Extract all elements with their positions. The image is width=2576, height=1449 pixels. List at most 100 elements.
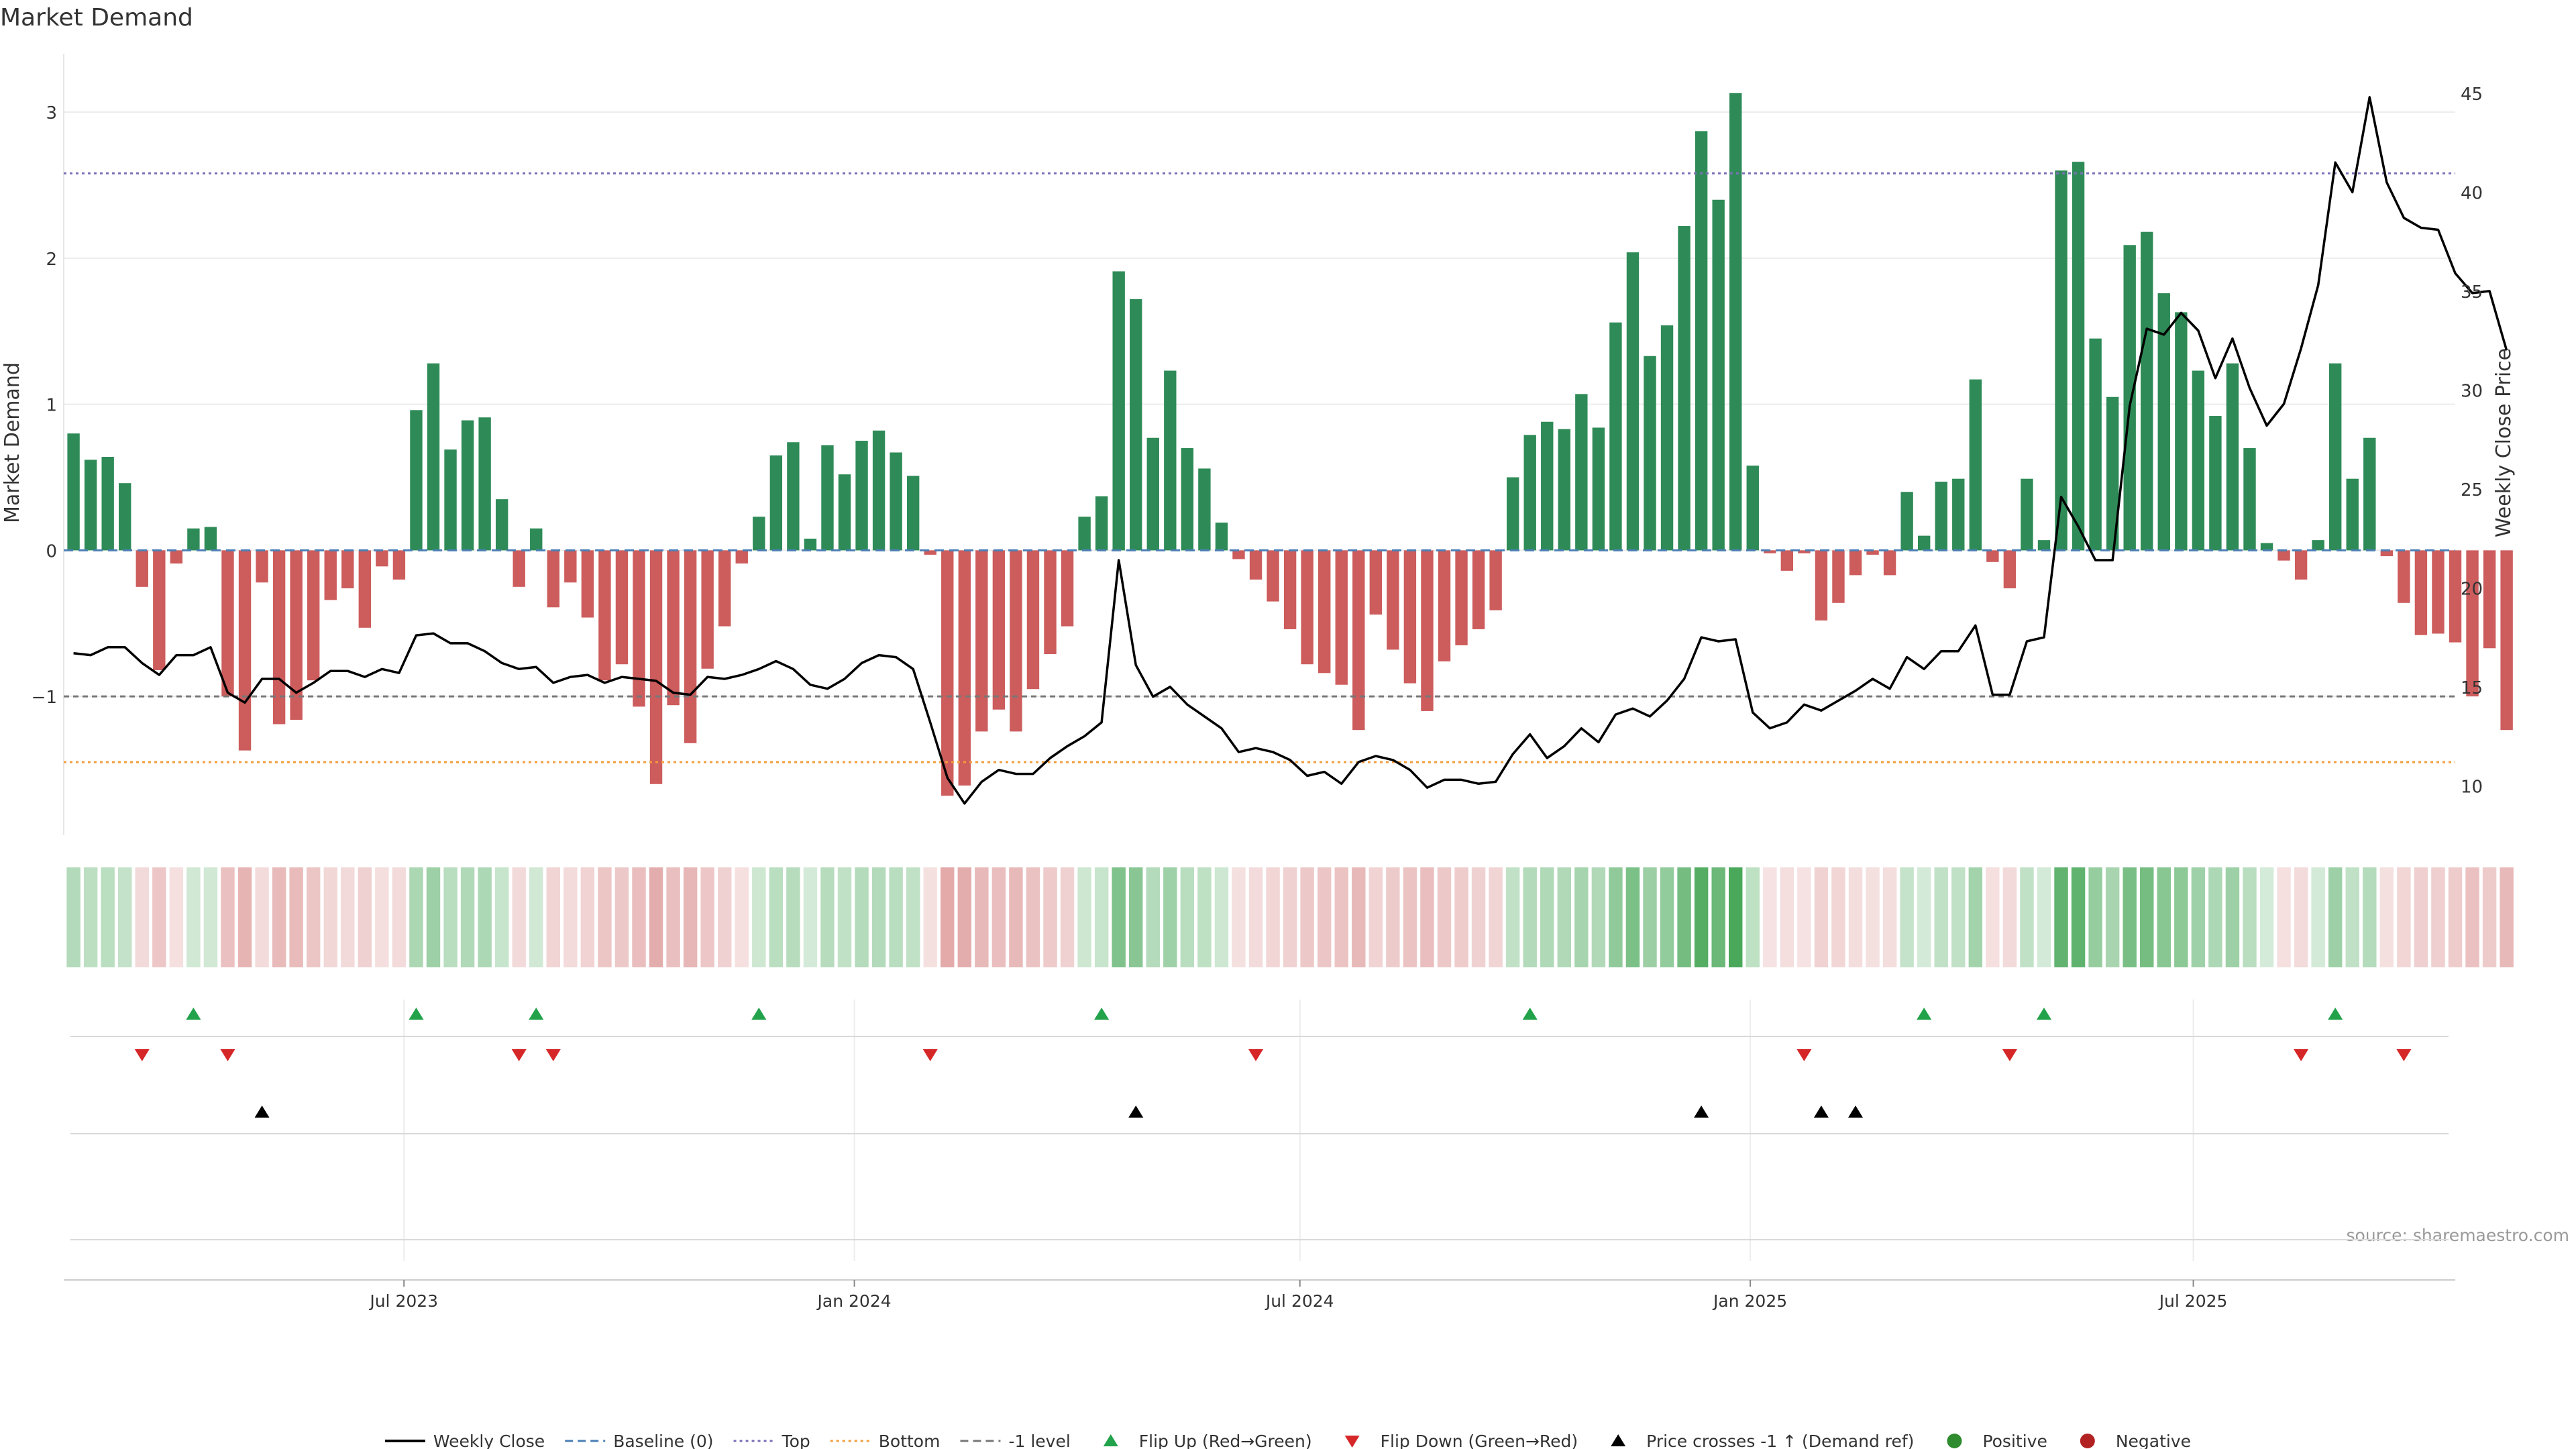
strip-cell bbox=[786, 867, 800, 967]
demand-bar bbox=[598, 550, 611, 681]
strip-cell bbox=[1951, 867, 1966, 967]
demand-bar bbox=[564, 550, 577, 583]
x-axis-layer: Jul 2023 Jan 2024 Jul 2024 Jan 2025 Jul 2025 bbox=[64, 1279, 2455, 1311]
strip-cell bbox=[1163, 867, 1177, 967]
strip-cell bbox=[975, 867, 989, 967]
flip-up-marker bbox=[186, 1008, 201, 1020]
demand-bar bbox=[1164, 370, 1177, 551]
demand-bar bbox=[890, 452, 902, 551]
strip-cell bbox=[1266, 867, 1280, 967]
strip-cell bbox=[426, 867, 441, 967]
flip-up-marker bbox=[2036, 1008, 2051, 1020]
demand-bar bbox=[358, 550, 372, 628]
demand-bar bbox=[1387, 550, 1399, 650]
strip-cell bbox=[2311, 867, 2325, 967]
strip-cell bbox=[2259, 867, 2274, 967]
strip-cell bbox=[169, 867, 184, 967]
demand-bar bbox=[2055, 170, 2068, 551]
strip-cell bbox=[2020, 867, 2034, 967]
demand-bar bbox=[1283, 550, 1297, 629]
demand-bar bbox=[2414, 550, 2428, 635]
demand-bar bbox=[1232, 550, 1245, 559]
strip-cell bbox=[1146, 867, 1160, 967]
strip-cell bbox=[135, 867, 149, 967]
demand-bar bbox=[153, 550, 166, 670]
strip-cell bbox=[1986, 867, 2000, 967]
legend-item: Price crosses -1 ↑ (Demand ref) bbox=[1611, 1432, 1914, 1449]
demand-bar bbox=[1455, 550, 1468, 645]
legend-item: -1 level bbox=[960, 1432, 1071, 1449]
demand-bar bbox=[1712, 199, 1725, 551]
strip-cell bbox=[1043, 867, 1057, 967]
strip-cell bbox=[1523, 867, 1537, 967]
demand-bar bbox=[272, 550, 286, 724]
demand-bar bbox=[1952, 478, 1965, 551]
demand-bar bbox=[1883, 550, 1896, 576]
demand-bar bbox=[633, 550, 645, 707]
demand-bar bbox=[1061, 550, 1074, 627]
demand-bar bbox=[410, 410, 423, 551]
demand-bar bbox=[2243, 447, 2256, 551]
legend-swatch-triangle-up bbox=[1611, 1434, 1626, 1446]
y2-tick-label: 35 bbox=[2461, 282, 2483, 303]
demand-bar bbox=[324, 550, 337, 600]
demand-bar bbox=[1130, 299, 1142, 551]
y2-tick-label: 10 bbox=[2461, 777, 2483, 797]
strip-cell bbox=[1540, 867, 1554, 967]
strip-cell bbox=[752, 867, 766, 967]
strip-cell bbox=[323, 867, 337, 967]
demand-bar bbox=[2175, 312, 2188, 551]
demand-bar bbox=[1541, 421, 1554, 551]
demand-bar bbox=[1301, 550, 1313, 665]
strip-cell bbox=[1368, 867, 1383, 967]
demand-bar bbox=[84, 460, 97, 551]
strip-cell bbox=[2088, 867, 2102, 967]
legend-label: Bottom bbox=[879, 1432, 941, 1449]
demand-bar bbox=[238, 550, 252, 751]
strip-cell bbox=[2448, 867, 2463, 967]
strip-cell bbox=[237, 867, 252, 967]
x-tick-label: Jul 2024 bbox=[1265, 1291, 1334, 1311]
strip-cell bbox=[494, 867, 509, 967]
strip-cell bbox=[2397, 867, 2411, 967]
demand-bar bbox=[2003, 550, 2017, 588]
strip-cell bbox=[203, 867, 218, 967]
demand-bar bbox=[1764, 550, 1776, 553]
demand-bar bbox=[2226, 363, 2239, 551]
strip-cell bbox=[1797, 867, 1811, 967]
demand-bar bbox=[2089, 338, 2102, 551]
strip-cell bbox=[1643, 867, 1657, 967]
y2-axis-label: Weekly Close Price bbox=[2492, 348, 2516, 537]
legend: Weekly Close Baseline (0) Top Bottom -1 leve… bbox=[384, 1432, 2191, 1449]
demand-bar bbox=[2037, 540, 2051, 551]
demand-bar bbox=[2141, 231, 2153, 551]
flip-down-marker bbox=[1796, 1049, 1812, 1061]
demand-bar bbox=[2398, 550, 2410, 603]
strip-cell bbox=[2225, 867, 2240, 967]
strip-cell bbox=[906, 867, 920, 967]
demand-bar bbox=[1078, 517, 1091, 551]
demand-bar bbox=[1695, 131, 1708, 551]
demand-bar bbox=[530, 528, 543, 551]
strip-cell bbox=[1677, 867, 1691, 967]
demand-bar bbox=[2312, 540, 2324, 551]
price-cross-marker bbox=[254, 1106, 270, 1118]
strip-cell bbox=[855, 867, 869, 967]
strip-cell bbox=[1609, 867, 1623, 967]
legend-item: Positive bbox=[1947, 1432, 2047, 1449]
strip-cell bbox=[991, 867, 1006, 967]
strip-cell bbox=[1420, 867, 1434, 967]
legend-item: Baseline (0) bbox=[565, 1432, 714, 1449]
strip-cell bbox=[1214, 867, 1229, 967]
flip-down-marker bbox=[2396, 1049, 2412, 1061]
strip-cell bbox=[478, 867, 492, 967]
strip-cell bbox=[1694, 867, 1709, 967]
demand-bar bbox=[941, 550, 954, 796]
flip-down-marker bbox=[2002, 1049, 2017, 1061]
strip-cell bbox=[101, 867, 115, 967]
strip-cell bbox=[2363, 867, 2377, 967]
strip-cell bbox=[2379, 867, 2394, 967]
demand-bar bbox=[1335, 550, 1348, 685]
demand-bar bbox=[1917, 535, 1931, 551]
